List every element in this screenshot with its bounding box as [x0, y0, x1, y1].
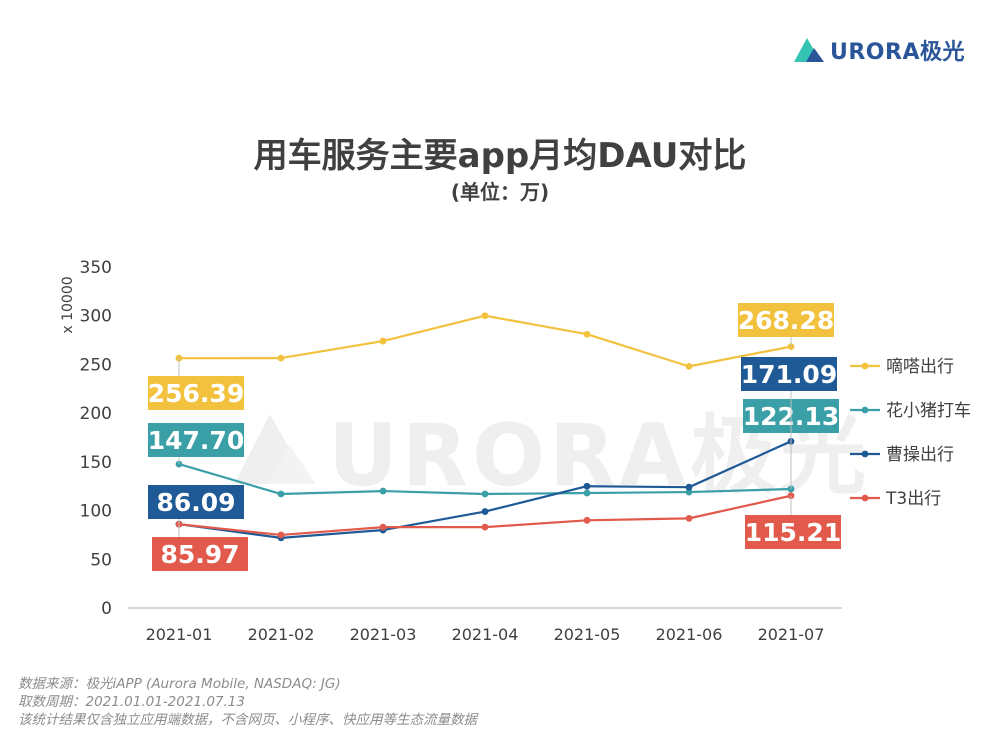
x-tick-label: 2021-04 — [452, 625, 519, 644]
footer-source: 数据来源：极光iAPP (Aurora Mobile, NASDAQ: JG) — [18, 676, 341, 692]
data-point — [685, 483, 693, 491]
y-tick-label: 0 — [101, 599, 112, 619]
data-label: 268.28 — [738, 306, 834, 335]
x-tick-label: 2021-01 — [146, 625, 213, 644]
data-label-box — [741, 357, 837, 391]
aurora-logo-icon — [794, 38, 824, 62]
data-label-box — [148, 376, 244, 410]
data-label: 115.21 — [745, 518, 841, 547]
legend-marker — [861, 450, 869, 458]
logo-text: URORA极光 — [830, 40, 965, 65]
legend-marker — [861, 494, 869, 502]
legend-label: T3出行 — [885, 489, 941, 509]
y-tick-label: 350 — [80, 258, 112, 278]
y-tick-label: 150 — [80, 453, 112, 473]
series-line — [178, 463, 792, 496]
chart-subtitle: (单位：万) — [450, 180, 550, 204]
data-point — [685, 514, 693, 522]
x-tick-label: 2021-02 — [248, 625, 315, 644]
data-point — [583, 516, 591, 524]
series-line — [178, 314, 792, 368]
footer-notes: 数据来源：极光iAPP (Aurora Mobile, NASDAQ: JG) … — [18, 675, 477, 729]
x-tick-label: 2021-07 — [758, 625, 825, 644]
legend-marker — [861, 406, 869, 414]
data-label-box — [152, 537, 248, 571]
series-line — [178, 440, 792, 539]
data-label-box — [745, 515, 841, 549]
data-point — [277, 531, 285, 539]
data-point — [481, 312, 489, 320]
data-label-box — [738, 303, 834, 337]
brand-logo: URORA极光 — [792, 34, 965, 66]
data-label: 171.09 — [741, 360, 837, 389]
data-label: 86.09 — [156, 488, 235, 517]
y-axis-label: x 10000 — [60, 276, 76, 333]
data-point — [379, 523, 387, 531]
y-tick-label: 300 — [80, 307, 112, 327]
y-tick-label: 200 — [80, 404, 112, 424]
data-point — [175, 520, 183, 528]
legend-label: 曹操出行 — [886, 445, 954, 465]
data-point — [379, 337, 387, 345]
data-point — [481, 490, 489, 498]
y-tick-label: 250 — [80, 355, 112, 375]
data-label: 85.97 — [160, 540, 239, 569]
data-point — [277, 354, 285, 362]
data-point — [379, 487, 387, 495]
data-point — [481, 523, 489, 531]
data-label-box — [148, 485, 244, 519]
data-point — [685, 488, 693, 496]
data-label-box — [148, 423, 244, 457]
x-tick-label: 2021-05 — [554, 625, 621, 644]
data-point — [583, 489, 591, 497]
data-point — [481, 508, 489, 515]
y-tick-label: 100 — [80, 502, 112, 522]
data-label: 256.39 — [148, 379, 244, 408]
data-point — [685, 362, 693, 370]
data-point — [583, 482, 591, 490]
legend-marker — [861, 362, 869, 370]
x-tick-label: 2021-06 — [656, 625, 723, 644]
data-point — [583, 330, 591, 338]
data-label: 147.70 — [148, 426, 244, 455]
chart-title: 用车服务主要app月均DAU对比 — [253, 136, 747, 176]
data-point — [277, 490, 285, 498]
footer-note: 该统计结果仅含独立应用端数据，不含网页、小程序、快应用等生态流量数据 — [18, 712, 477, 728]
footer-period: 取数周期：2021.01.01-2021.07.13 — [18, 694, 245, 710]
y-tick-label: 50 — [90, 550, 112, 570]
legend-label: 嘀嗒出行 — [886, 357, 954, 377]
x-tick-label: 2021-03 — [350, 625, 417, 644]
legend-label: 花小猪打车 — [886, 401, 971, 421]
